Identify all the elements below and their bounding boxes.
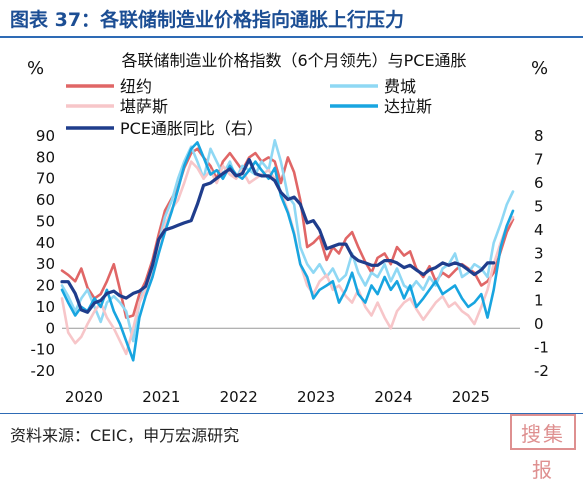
report-title: 图表 37：各联储制造业价格指向通胀上行压力	[10, 9, 405, 31]
source-note: 资料来源：CEIC，申万宏源研究	[10, 426, 240, 445]
legend-label-3: 达拉斯	[384, 97, 432, 116]
series-line-3	[60, 141, 515, 362]
x-tick-label-2: 2022	[220, 388, 258, 406]
series-line-1	[60, 139, 515, 343]
chart: 各联储制造业价格指数（6个月领先）与PCE通胀% %-20-10010203040…	[27, 51, 549, 406]
title-bar: 图表 37：各联储制造业价格指向通胀上行压力	[0, 0, 583, 38]
y-right-tick-label-3: 1	[534, 292, 544, 310]
y-right-unit-label: %	[531, 58, 548, 79]
y-left-tick-label-8: 60	[36, 191, 55, 209]
y-left-tick-label-2: 0	[45, 319, 55, 337]
legend-label-0: 纽约	[120, 77, 152, 96]
legend-label-4: PCE通胀同比（右）	[120, 119, 263, 138]
y-right-tick-label-2: 0	[534, 315, 544, 333]
y-left-tick-label-3: 10	[36, 298, 55, 316]
x-tick-label-0: 2020	[65, 388, 103, 406]
y-left-tick-label-6: 40	[36, 234, 55, 252]
x-tick-label-1: 2021	[142, 388, 180, 406]
y-left-tick-label-5: 30	[36, 255, 55, 273]
y-left-tick-label-0: -20	[31, 362, 56, 380]
y-right-tick-label-5: 3	[534, 245, 544, 263]
y-left-unit-label: %	[27, 58, 44, 79]
x-tick-label-3: 2023	[297, 388, 335, 406]
legend-label-2: 堪萨斯	[120, 97, 168, 116]
y-left-tick-label-10: 80	[36, 148, 55, 166]
source-divider	[0, 413, 583, 414]
watermark-stamp: 搜集报	[510, 414, 576, 482]
legend-label-1: 费城	[384, 77, 416, 96]
y-left-tick-label-1: -10	[31, 341, 56, 359]
y-left-tick-label-9: 70	[36, 170, 55, 188]
y-right-tick-label-4: 2	[534, 268, 544, 286]
y-right-tick-label-1: -1	[534, 339, 549, 357]
x-tick-label-5: 2025	[452, 388, 490, 406]
y-left-tick-label-7: 50	[36, 212, 55, 230]
y-right-tick-label-10: 8	[534, 127, 544, 145]
chart-subtitle: 各联储制造业价格指数（6个月领先）与PCE通胀	[121, 51, 466, 70]
y-left-tick-label-4: 20	[36, 277, 55, 295]
x-tick-label-4: 2024	[374, 388, 412, 406]
y-left-tick-label-11: 90	[36, 127, 55, 145]
y-right-tick-label-8: 6	[534, 174, 544, 192]
series-line-4	[60, 157, 496, 314]
y-right-tick-label-6: 4	[534, 221, 544, 239]
y-right-tick-label-9: 7	[534, 151, 544, 169]
y-right-tick-label-0: -2	[534, 362, 549, 380]
y-right-tick-label-7: 5	[534, 198, 544, 216]
